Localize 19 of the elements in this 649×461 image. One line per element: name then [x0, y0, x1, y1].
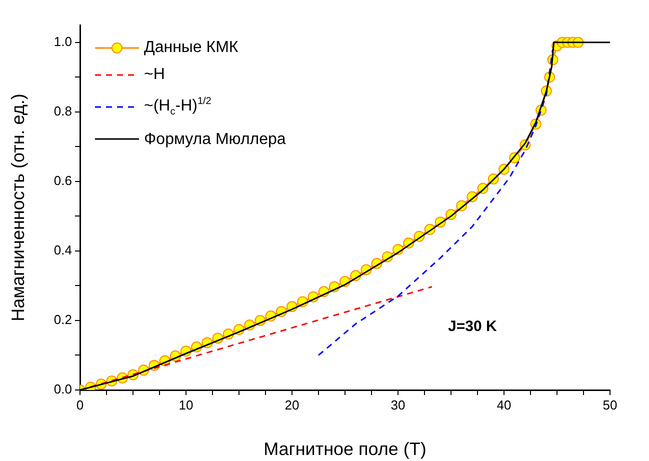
x-tick-label: 0	[76, 397, 84, 412]
x-tick-label: 40	[496, 397, 512, 412]
y-tick-label: 0.4	[54, 242, 72, 258]
x-tick-label: 20	[284, 397, 300, 412]
legend-label: Формула Мюллера	[144, 130, 286, 150]
legend-label: ~H	[144, 65, 165, 85]
x-tick-label: 50	[602, 397, 618, 412]
y-tick-label: 0.6	[54, 173, 72, 188]
legend-label: ~(H$_{c}$-H)$^{1/2}$	[144, 95, 212, 120]
y-tick-label: 0.0	[54, 382, 72, 397]
y-axis-title: Намагниченность (отн. ед.)	[8, 94, 28, 322]
y-tick-label: 1.0	[54, 34, 72, 49]
annotation: J=30 K	[448, 318, 497, 335]
y-tick-label: 0.2	[54, 312, 72, 328]
y-tick-label: 0.8	[54, 103, 72, 118]
x-tick-label: 30	[390, 397, 406, 412]
x-axis-title: Магнитное поле (Т)	[264, 439, 426, 460]
x-tick-label: 10	[178, 397, 194, 412]
legend-label: Данные КМК	[144, 38, 238, 58]
